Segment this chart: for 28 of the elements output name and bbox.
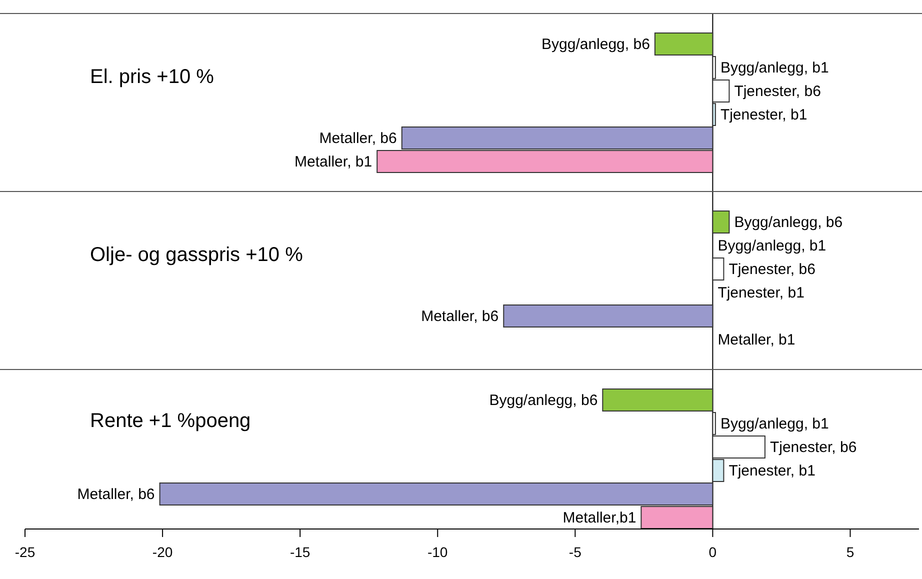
y-tick-label: Tjenester, b6 — [770, 438, 857, 456]
y-tick-label: Metaller, b6 — [77, 486, 155, 503]
y-tick-label: Metaller, b6 — [319, 130, 397, 147]
x-tick-label: -5 — [568, 544, 582, 560]
x-tick-label: -20 — [152, 544, 173, 560]
x-tick-label: 0 — [708, 544, 717, 560]
y-tick-label: Bygg/anlegg, b1 — [720, 415, 829, 432]
y-tick-label: Bygg/anlegg, b1 — [720, 59, 829, 76]
x-tick-label: -10 — [428, 544, 448, 560]
y-tick-label: Tjenester, b1 — [728, 462, 816, 480]
text: Olje- og gasspris +10 % — [90, 244, 303, 267]
y-tick-label: Metaller, b1 — [294, 153, 372, 170]
text: Rente +1 %poeng — [90, 410, 251, 433]
y-tick-label: Metaller, b1 — [718, 331, 796, 348]
text: El. pris +10 % — [90, 66, 214, 89]
x-tick-label: -25 — [14, 544, 36, 560]
x-tick-label: 5 — [846, 544, 854, 560]
x-tick-label: -15 — [290, 544, 310, 560]
y-tick-label: Tjenester, b6 — [734, 82, 821, 100]
y-tick-label: Metaller, b6 — [421, 308, 499, 325]
y-tick-label: Bygg/anlegg, b6 — [734, 214, 843, 231]
y-tick-label: Metaller,b1 — [562, 509, 636, 526]
y-tick-label: Bygg/anlegg, b6 — [489, 392, 598, 409]
y-tick-label: Bygg/anlegg, b1 — [718, 237, 826, 254]
y-tick-label: Bygg/anlegg, b6 — [542, 36, 650, 53]
y-tick-label: Tjenester, b1 — [718, 284, 804, 302]
y-tick-label: Tjenester, b1 — [720, 106, 808, 124]
y-tick-label: Tjenester, b6 — [728, 260, 816, 278]
